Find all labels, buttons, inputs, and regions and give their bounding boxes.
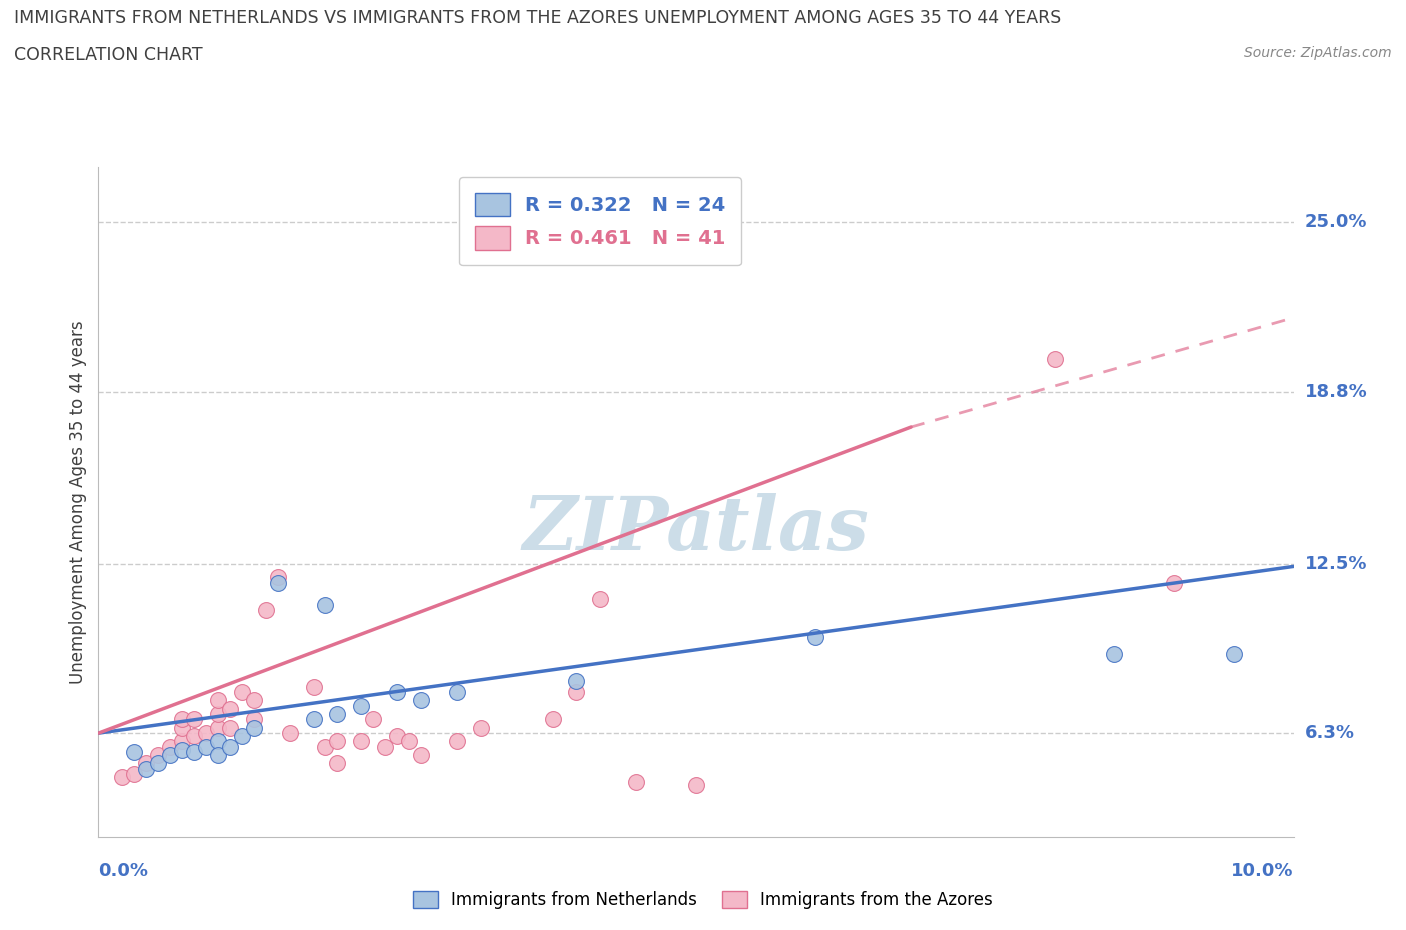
- Point: [219, 739, 242, 754]
- Point: [243, 720, 266, 735]
- Text: 25.0%: 25.0%: [1305, 213, 1367, 231]
- Point: [385, 684, 409, 699]
- Point: [148, 748, 170, 763]
- Text: IMMIGRANTS FROM NETHERLANDS VS IMMIGRANTS FROM THE AZORES UNEMPLOYMENT AMONG AGE: IMMIGRANTS FROM NETHERLANDS VS IMMIGRANT…: [14, 9, 1062, 27]
- Point: [411, 748, 433, 763]
- Point: [172, 720, 194, 735]
- Point: [194, 739, 218, 754]
- Point: [172, 734, 194, 749]
- Point: [804, 630, 827, 644]
- Point: [183, 728, 205, 743]
- Y-axis label: Unemployment Among Ages 35 to 44 years: Unemployment Among Ages 35 to 44 years: [69, 321, 87, 684]
- Point: [1043, 352, 1066, 366]
- Point: [685, 777, 707, 792]
- Point: [385, 728, 409, 743]
- Legend: Immigrants from Netherlands, Immigrants from the Azores: Immigrants from Netherlands, Immigrants …: [405, 883, 1001, 917]
- Point: [231, 684, 253, 699]
- Point: [363, 712, 385, 727]
- Point: [326, 734, 349, 749]
- Point: [172, 712, 194, 727]
- Text: 12.5%: 12.5%: [1305, 554, 1367, 573]
- Text: 6.3%: 6.3%: [1305, 724, 1354, 742]
- Point: [302, 712, 325, 727]
- Point: [565, 684, 588, 699]
- Legend: R = 0.322   N = 24, R = 0.461   N = 41: R = 0.322 N = 24, R = 0.461 N = 41: [460, 177, 741, 265]
- Point: [194, 725, 218, 740]
- Text: 18.8%: 18.8%: [1305, 382, 1368, 401]
- Point: [315, 597, 337, 612]
- Point: [446, 734, 468, 749]
- Point: [219, 720, 242, 735]
- Text: 0.0%: 0.0%: [98, 862, 149, 880]
- Point: [159, 739, 181, 754]
- Point: [350, 698, 373, 713]
- Point: [589, 591, 612, 606]
- Point: [1104, 646, 1126, 661]
- Point: [159, 748, 181, 763]
- Point: [374, 739, 396, 754]
- Text: Source: ZipAtlas.com: Source: ZipAtlas.com: [1244, 46, 1392, 60]
- Point: [1163, 576, 1185, 591]
- Point: [243, 712, 266, 727]
- Point: [267, 570, 290, 585]
- Point: [219, 701, 242, 716]
- Point: [326, 756, 349, 771]
- Point: [183, 712, 205, 727]
- Point: [624, 775, 647, 790]
- Point: [207, 748, 229, 763]
- Point: [172, 742, 194, 757]
- Point: [565, 673, 588, 688]
- Point: [124, 745, 146, 760]
- Point: [124, 766, 146, 781]
- Point: [207, 734, 229, 749]
- Point: [411, 693, 433, 708]
- Point: [148, 756, 170, 771]
- Point: [326, 707, 349, 722]
- Point: [541, 712, 564, 727]
- Point: [398, 734, 420, 749]
- Point: [267, 576, 290, 591]
- Point: [315, 739, 337, 754]
- Point: [207, 720, 229, 735]
- Point: [350, 734, 373, 749]
- Point: [135, 756, 157, 771]
- Text: 10.0%: 10.0%: [1232, 862, 1294, 880]
- Point: [207, 707, 229, 722]
- Point: [254, 603, 277, 618]
- Point: [243, 693, 266, 708]
- Text: CORRELATION CHART: CORRELATION CHART: [14, 46, 202, 64]
- Point: [278, 725, 301, 740]
- Point: [1223, 646, 1246, 661]
- Point: [446, 684, 468, 699]
- Point: [231, 728, 253, 743]
- Point: [135, 762, 157, 777]
- Point: [183, 745, 205, 760]
- Point: [207, 693, 229, 708]
- Text: ZIPatlas: ZIPatlas: [523, 493, 869, 565]
- Point: [302, 679, 325, 694]
- Point: [470, 720, 492, 735]
- Point: [111, 769, 134, 784]
